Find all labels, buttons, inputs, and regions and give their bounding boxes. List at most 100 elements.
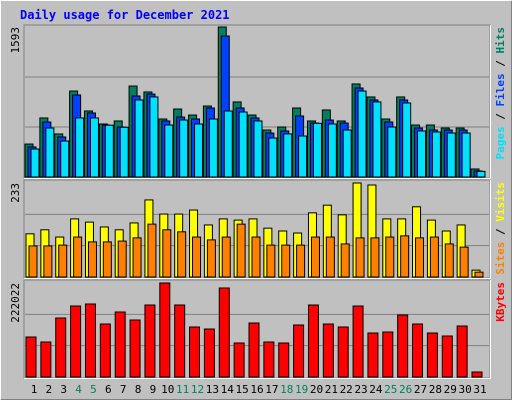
bar <box>177 231 187 278</box>
bar <box>342 129 352 178</box>
bar <box>236 223 246 278</box>
bar <box>400 235 410 278</box>
bar <box>355 237 365 278</box>
x-tick-label: 23 <box>354 383 367 396</box>
bar <box>30 148 40 178</box>
bar <box>283 133 293 178</box>
bar <box>132 237 142 278</box>
bar <box>278 342 290 378</box>
bar <box>248 322 260 378</box>
bar <box>459 246 469 278</box>
x-tick-label: 29 <box>444 383 457 396</box>
legend-entry: Files <box>494 73 507 106</box>
bar <box>119 126 129 178</box>
bar <box>238 111 248 178</box>
bar <box>40 341 52 378</box>
legend: Sites / Visits <box>494 182 507 275</box>
bar <box>102 241 112 278</box>
legend-separator: / <box>494 222 507 242</box>
x-tick-label: 2 <box>46 383 53 396</box>
bar <box>387 126 397 178</box>
bar <box>325 236 335 278</box>
panel-bevel <box>24 25 491 179</box>
bar <box>429 236 439 278</box>
x-tick-label: 19 <box>295 383 308 396</box>
panel-bevel <box>24 280 491 379</box>
bar <box>456 325 468 378</box>
y-tick-label: 222022 <box>9 283 22 323</box>
bar <box>412 323 424 378</box>
bar <box>104 124 114 178</box>
x-tick-label: 14 <box>221 383 235 396</box>
bar <box>194 123 204 178</box>
legend-entry: Sites <box>494 242 507 275</box>
bar <box>474 271 484 278</box>
bar <box>471 371 483 378</box>
bar <box>28 245 38 278</box>
bar <box>372 101 382 178</box>
bar <box>203 328 215 378</box>
legend-entry: Pages <box>494 126 507 159</box>
x-tick-label: 28 <box>429 383 442 396</box>
bar <box>415 237 425 278</box>
bar <box>310 236 320 278</box>
bar <box>70 305 82 378</box>
x-tick-label: 17 <box>265 383 278 396</box>
bar <box>84 303 96 378</box>
x-tick-label: 4 <box>75 383 82 396</box>
x-tick-label: 12 <box>191 383 204 396</box>
bar <box>266 244 276 278</box>
x-tick-label: 20 <box>310 383 323 396</box>
bar <box>253 120 263 178</box>
x-tick-label: 26 <box>399 383 412 396</box>
bar <box>99 323 111 378</box>
bar <box>174 304 186 378</box>
bar <box>43 245 53 278</box>
legend-separator: / <box>494 54 507 74</box>
bar <box>327 123 337 178</box>
x-tick-label: 18 <box>280 383 293 396</box>
bar <box>312 122 322 178</box>
x-tick-label: 13 <box>206 383 219 396</box>
bar <box>208 118 218 178</box>
y-tick-label: 233 <box>9 183 22 203</box>
bar <box>45 127 55 178</box>
legend: KBytes <box>494 282 507 322</box>
bar <box>307 304 319 378</box>
x-tick-label: 27 <box>414 383 427 396</box>
x-tick-label: 10 <box>161 383 174 396</box>
bar <box>263 341 275 378</box>
bar <box>221 236 231 278</box>
bar <box>60 140 70 178</box>
y-tick-label: 1593 <box>9 27 22 54</box>
x-tick-label: 8 <box>135 383 142 396</box>
bar <box>251 236 261 278</box>
bar <box>129 319 141 378</box>
x-tick-label: 16 <box>250 383 263 396</box>
bar <box>357 90 367 178</box>
bar <box>367 332 379 378</box>
bar <box>370 237 380 278</box>
bar <box>337 326 349 378</box>
bar <box>281 244 291 278</box>
bar <box>179 119 189 178</box>
x-tick-label: 9 <box>150 383 157 396</box>
bar <box>417 130 427 178</box>
bar <box>159 282 171 378</box>
bar <box>268 137 278 178</box>
x-tick-label: 6 <box>105 383 112 396</box>
bar <box>441 335 453 378</box>
x-tick-label: 11 <box>176 383 189 396</box>
bar <box>340 243 350 278</box>
x-tick-label: 15 <box>236 383 249 396</box>
bar <box>402 102 412 178</box>
bar <box>397 314 409 378</box>
bar <box>385 236 395 278</box>
bar <box>73 236 83 278</box>
x-tick-label: 30 <box>459 383 472 396</box>
bar <box>149 96 159 178</box>
bar <box>134 99 144 178</box>
bar <box>461 132 471 178</box>
